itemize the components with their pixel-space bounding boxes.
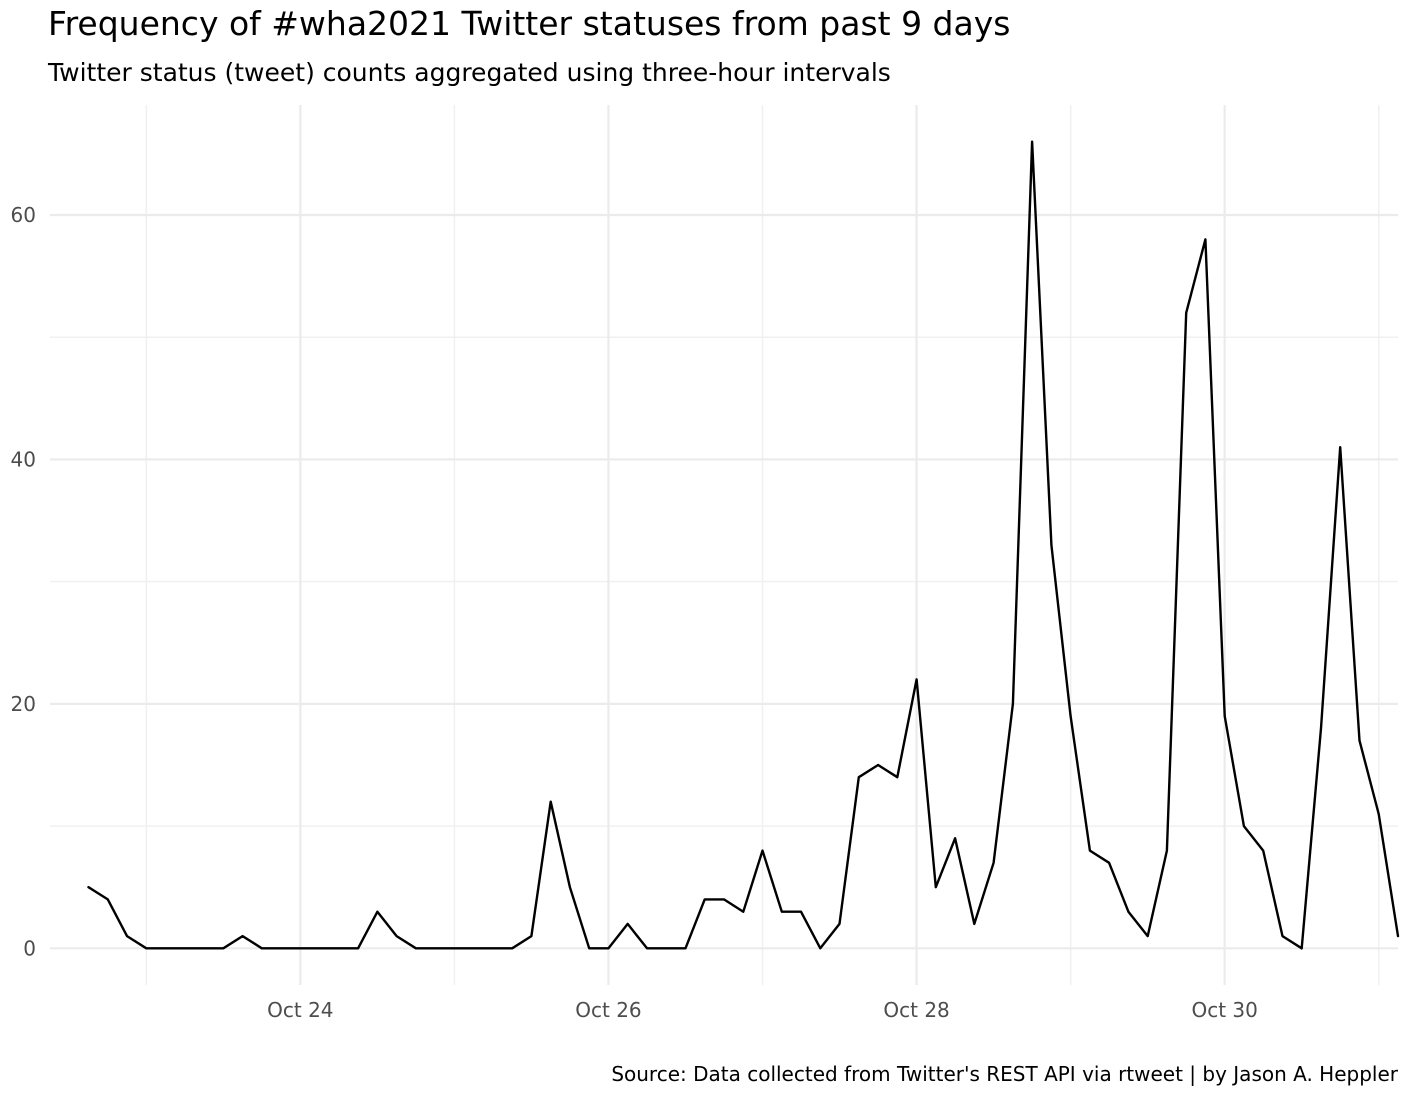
x-axis-tick-labels: Oct 24 Oct 26 Oct 28 Oct 30: [267, 998, 1258, 1022]
y-tick-label: 60: [11, 203, 36, 227]
series-layer: [87, 140, 1400, 950]
y-axis-tick-labels: 0 20 40 60: [11, 203, 36, 960]
major-gridlines: [50, 105, 1398, 985]
x-tick-label: Oct 30: [1191, 998, 1257, 1022]
chart-title: Frequency of #wha2021 Twitter statuses f…: [48, 4, 1011, 43]
y-tick-label: 0: [23, 936, 36, 960]
chart-caption: Source: Data collected from Twitter's RE…: [611, 1062, 1398, 1086]
series-line: [87, 140, 1400, 950]
x-tick-label: Oct 26: [575, 998, 641, 1022]
x-tick-label: Oct 24: [267, 998, 333, 1022]
y-tick-label: 40: [11, 447, 36, 471]
chart-subtitle: Twitter status (tweet) counts aggregated…: [48, 58, 891, 87]
minor-gridlines: [50, 105, 1398, 985]
x-tick-label: Oct 28: [883, 998, 949, 1022]
y-tick-label: 20: [11, 692, 36, 716]
